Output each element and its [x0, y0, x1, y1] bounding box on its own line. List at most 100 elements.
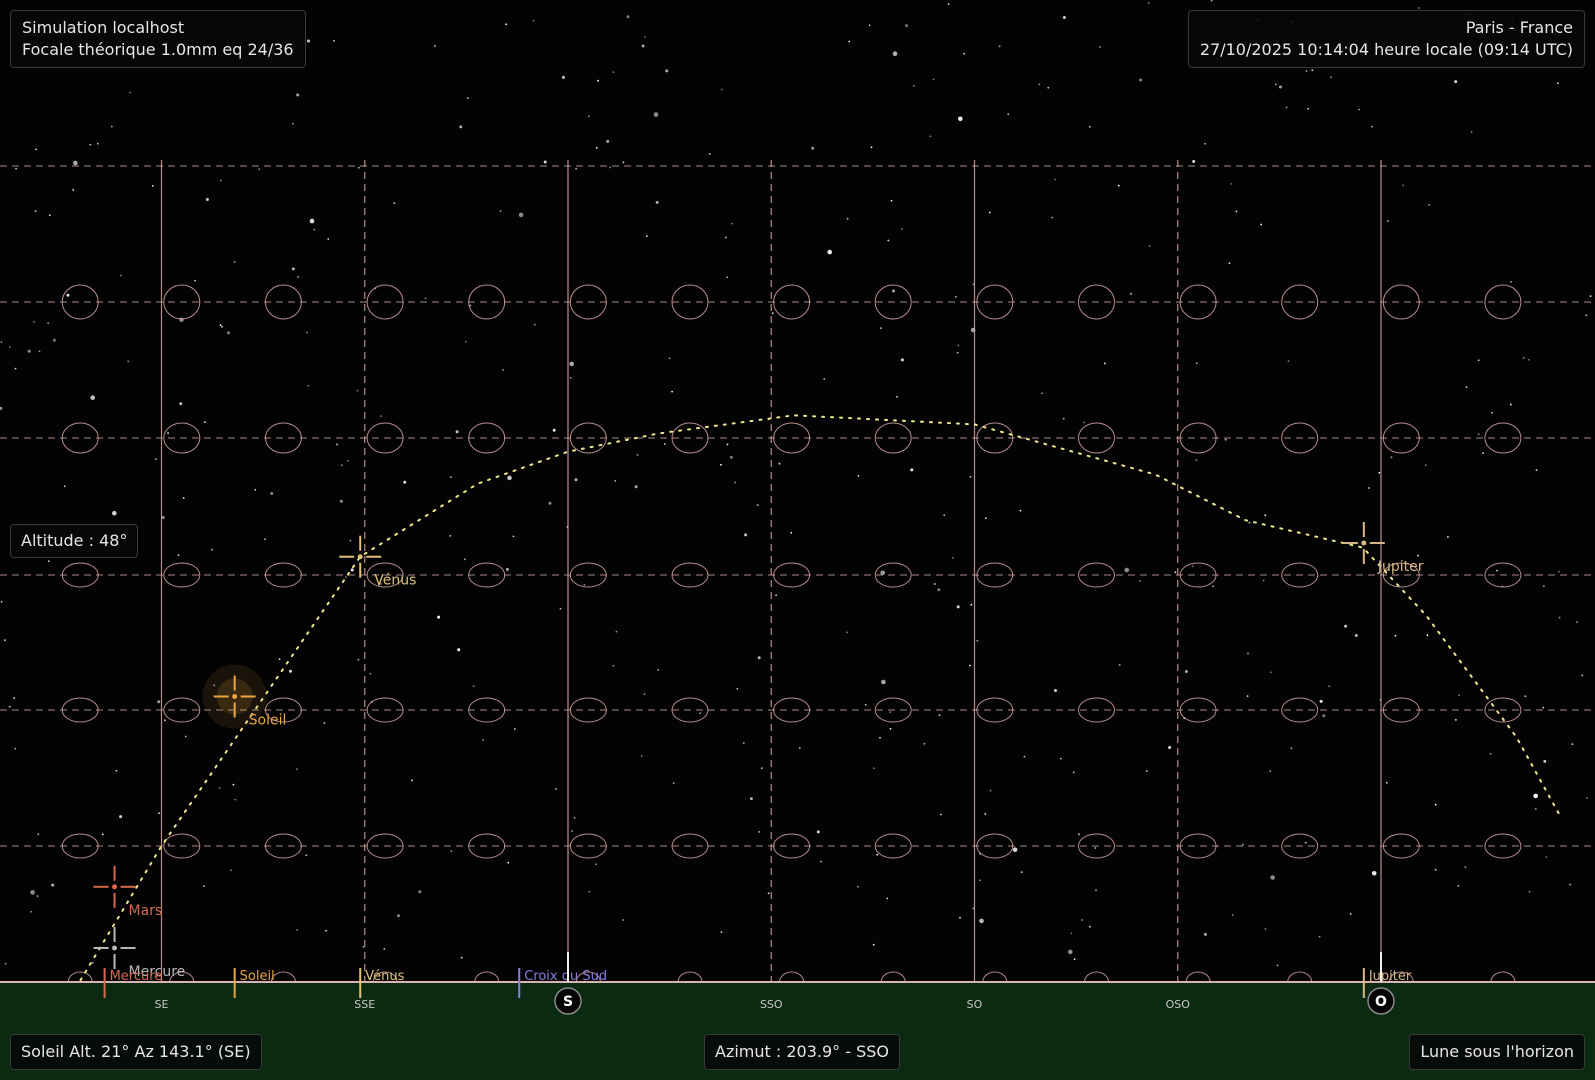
star: [978, 879, 981, 882]
celestial-object[interactable]: Vénus: [339, 535, 416, 589]
star: [887, 239, 890, 242]
star: [349, 539, 352, 542]
star: [63, 485, 66, 488]
star: [767, 892, 770, 895]
star: [393, 202, 396, 205]
grid-ring: [163, 697, 201, 723]
star: [846, 217, 849, 220]
horizon-markers[interactable]: Mercure Soleil Vénus Croix du Sud Jupiter: [103, 968, 1412, 998]
horizon-marker[interactable]: Croix du Sud: [518, 968, 607, 998]
star: [37, 833, 40, 836]
grid-ring: [976, 697, 1014, 723]
star: [336, 443, 338, 446]
horizon-marker[interactable]: Mercure: [103, 968, 163, 998]
star: [876, 853, 879, 856]
star: [957, 344, 960, 347]
azimuth-readout: Azimut : 203.9° - SSO: [704, 1034, 901, 1070]
star: [956, 605, 960, 609]
horizon-marker[interactable]: Soleil: [233, 968, 275, 998]
star: [671, 390, 673, 393]
star: [459, 125, 463, 129]
compass-label: SE: [155, 998, 169, 1011]
horizon-ring: [372, 971, 398, 983]
star: [157, 700, 161, 704]
celestial-object[interactable]: Mercure: [93, 927, 186, 980]
star: [1212, 585, 1215, 588]
star: [358, 166, 360, 169]
star: [1543, 585, 1545, 587]
star: [179, 402, 183, 406]
grid-ring: [468, 833, 506, 859]
celestial-object[interactable]: Mars: [93, 865, 163, 919]
star: [1569, 883, 1571, 886]
horizon-marker[interactable]: Vénus: [359, 968, 405, 998]
horizon-ring: [1185, 971, 1211, 983]
horizon-ring: [880, 971, 906, 983]
compass-label: SSO: [760, 998, 783, 1011]
grid-ring: [976, 562, 1014, 588]
star: [27, 349, 31, 353]
star: [383, 948, 386, 950]
star: [1224, 438, 1227, 441]
star: [1099, 46, 1101, 48]
cardinal-badge: [554, 987, 582, 1015]
horizon-ring: [474, 971, 500, 983]
star: [790, 531, 793, 534]
star: [115, 769, 118, 772]
celestial-object[interactable]: Soleil: [202, 664, 287, 729]
star: [14, 747, 17, 750]
star: [1145, 770, 1148, 772]
star: [1428, 204, 1431, 206]
cardinal-label: S: [563, 994, 573, 1010]
grid-ring: [1179, 422, 1217, 454]
star: [1496, 569, 1498, 572]
star: [1524, 695, 1527, 698]
star: [1586, 797, 1589, 799]
marker-label: Vénus: [365, 969, 404, 984]
star: [48, 214, 51, 217]
star: [720, 931, 723, 933]
star: [923, 742, 926, 745]
star: [1328, 685, 1331, 688]
grid-ring: [61, 833, 99, 859]
star: [1242, 843, 1244, 846]
star: [1041, 392, 1043, 395]
star: [1270, 875, 1275, 880]
horizon-marker[interactable]: Jupiter: [1362, 968, 1412, 998]
star: [1349, 913, 1352, 915]
star: [880, 327, 882, 329]
grid-ring: [671, 284, 709, 320]
grid-ring: [1281, 284, 1319, 320]
grid-ring: [1484, 562, 1522, 588]
star: [90, 395, 95, 401]
star: [179, 317, 184, 323]
celestial-object[interactable]: Jupiter: [1342, 522, 1424, 575]
star: [1260, 223, 1263, 226]
star: [846, 631, 849, 634]
star: [51, 883, 55, 887]
star: [1477, 433, 1480, 436]
star: [8, 705, 11, 708]
star: [864, 704, 867, 706]
star: [472, 685, 475, 688]
star: [872, 767, 875, 770]
star: [778, 462, 781, 465]
celestial-objects[interactable]: Soleil Vénus Mars Mercure Jupiter: [93, 522, 1424, 980]
star: [1248, 521, 1251, 524]
datetime: 27/10/2025 10:14:04 heure locale (09:14 …: [1199, 40, 1573, 59]
star: [1535, 469, 1538, 471]
star: [612, 71, 615, 73]
star: [47, 322, 50, 325]
star: [597, 79, 599, 82]
grid-ring: [671, 422, 709, 454]
star: [0, 600, 3, 603]
star: [411, 779, 413, 782]
star: [653, 112, 659, 117]
star: [1489, 752, 1492, 755]
star: [1557, 82, 1559, 85]
star: [744, 533, 748, 537]
star: [1195, 362, 1198, 365]
grid-ring: [366, 422, 404, 454]
grid-ring: [1078, 284, 1115, 320]
